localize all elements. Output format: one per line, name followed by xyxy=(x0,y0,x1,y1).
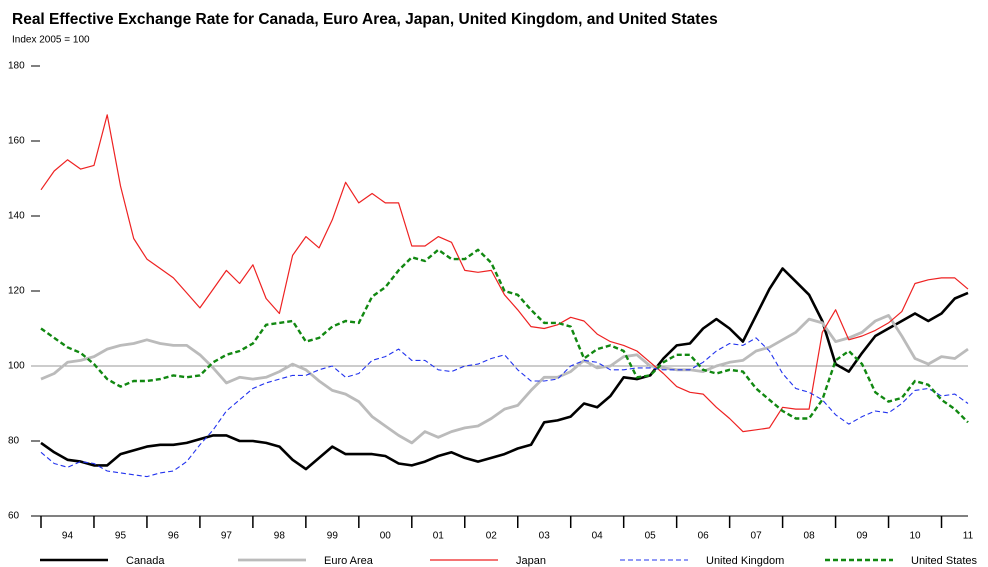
x-tick-label: 02 xyxy=(486,531,498,542)
x-tick-label: 00 xyxy=(380,531,392,542)
x-tick-label: 94 xyxy=(62,531,74,542)
series-line xyxy=(40,267,969,471)
legend-label: United States xyxy=(911,555,978,567)
x-tick-label: 11 xyxy=(963,531,974,542)
legend-label: Euro Area xyxy=(324,555,374,567)
x-tick-label: 98 xyxy=(274,531,286,542)
x-tick-label: 10 xyxy=(909,531,921,542)
x-tick-label: 96 xyxy=(168,531,180,542)
x-tick-label: 95 xyxy=(115,531,127,542)
y-tick-label: 80 xyxy=(8,436,20,447)
x-tick-label: 97 xyxy=(221,531,233,542)
y-tick-label: 120 xyxy=(8,286,25,297)
y-tick-label: 160 xyxy=(8,136,25,147)
chart-title: Real Effective Exchange Rate for Canada,… xyxy=(12,11,718,28)
x-tick-label: 06 xyxy=(698,531,710,542)
y-tick-label: 60 xyxy=(8,511,20,522)
series-line xyxy=(40,314,969,445)
series-line xyxy=(40,114,969,433)
y-tick-label: 180 xyxy=(8,61,25,72)
chart-subtitle: Index 2005 = 100 xyxy=(12,35,90,46)
y-tick-label: 100 xyxy=(8,361,25,372)
x-tick-label: 03 xyxy=(539,531,551,542)
legend-label: Canada xyxy=(126,555,165,567)
x-tick-label: 99 xyxy=(327,531,339,542)
x-tick-label: 08 xyxy=(804,531,816,542)
legend-label: Japan xyxy=(516,555,546,567)
series-line xyxy=(40,337,969,478)
x-tick-label: 09 xyxy=(856,531,868,542)
x-tick-label: 07 xyxy=(751,531,763,542)
x-tick-label: 01 xyxy=(433,531,445,542)
legend-label: United Kingdom xyxy=(706,555,784,567)
x-tick-label: 04 xyxy=(592,531,604,542)
x-tick-label: 05 xyxy=(645,531,657,542)
y-tick-label: 140 xyxy=(8,211,25,222)
series-line xyxy=(40,248,969,424)
